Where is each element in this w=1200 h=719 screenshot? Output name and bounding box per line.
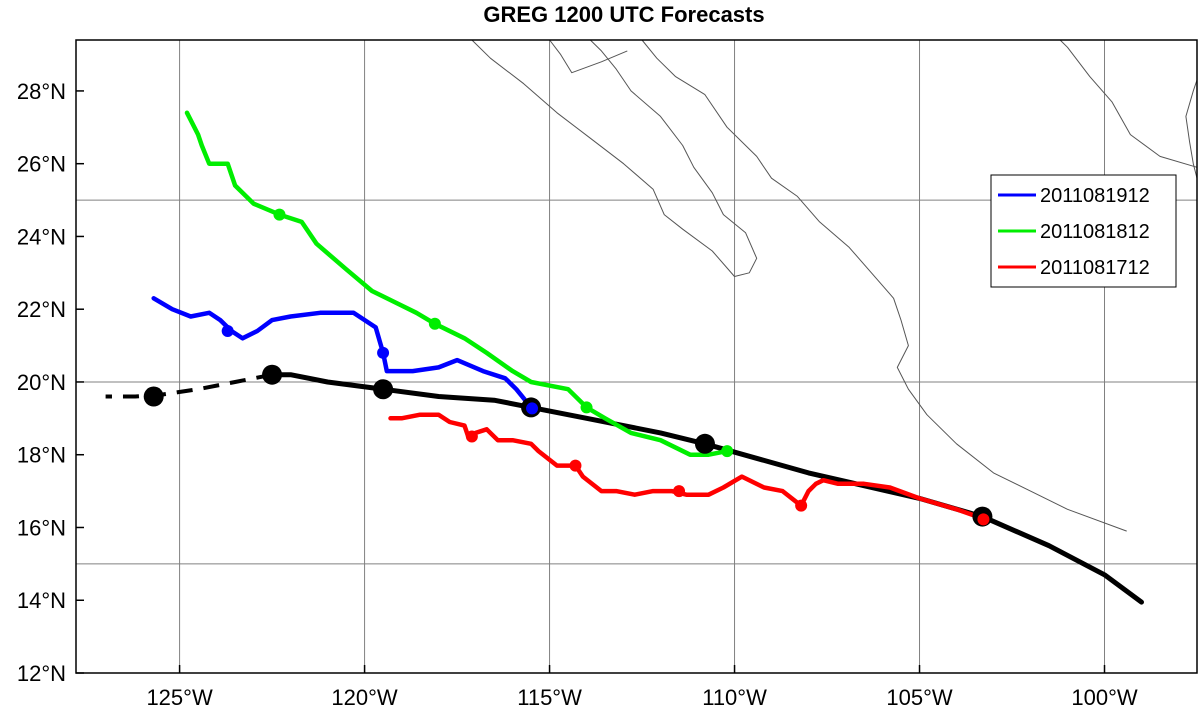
coastline [1059, 39, 1198, 168]
best-track-forecast-dashed [105, 372, 273, 399]
map-title: GREG 1200 UTC Forecasts [483, 2, 764, 27]
coastline-layer [471, 39, 1198, 532]
best-track-line [269, 372, 1144, 605]
coastline [471, 39, 758, 277]
y-tick-label: 20°N [17, 370, 66, 395]
forecast-start-point-2011081912 [526, 402, 539, 415]
track-layer [105, 110, 1144, 605]
x-tick-label: 100°W [1071, 685, 1138, 710]
forecast-point-2011081812 [721, 445, 734, 458]
y-tick-label: 16°N [17, 515, 66, 540]
legend-label: 2011081712 [1040, 257, 1150, 279]
best-track-point [143, 386, 164, 407]
plot-background [76, 40, 1197, 673]
y-tick-label: 22°N [17, 297, 66, 322]
x-tick-label: 115°W [517, 685, 582, 710]
y-tick-label: 12°N [17, 661, 66, 686]
forecast-point-2011081912 [377, 346, 390, 359]
coastline [549, 39, 628, 74]
best-track-point [373, 379, 394, 400]
y-tick-label: 18°N [17, 443, 66, 468]
forecast-point-2011081812 [580, 401, 593, 414]
plot-area [75, 39, 1198, 674]
forecast-point-2011081812 [273, 208, 286, 221]
y-tick-label: 26°N [17, 152, 66, 177]
x-tick-label: 125°W [146, 685, 213, 710]
forecast-point-2011081812 [428, 317, 441, 330]
y-tick-label: 14°N [17, 588, 66, 613]
forecast-point-2011081912 [221, 325, 234, 338]
forecast-point-2011081712 [795, 499, 808, 512]
x-tick-label: 120°W [331, 685, 398, 710]
forecast-start-point-2011081712 [977, 513, 990, 526]
x-tick-label: 110°W [702, 685, 767, 710]
y-tick-label: 24°N [17, 224, 66, 249]
y-axis-ticks: 12°N 14°N 16°N 18°N 20°N 22°N 24°N 26°N 28°N [17, 79, 84, 686]
legend-items: 2011081912 2011081812 2011081712 [998, 185, 1150, 279]
best-track-point [694, 433, 715, 454]
forecast-point-2011081712 [465, 430, 478, 443]
forecast-track-2011081912 [151, 296, 534, 410]
legend-label: 2011081812 [1040, 221, 1150, 243]
forecast-track-2011081812 [184, 110, 730, 457]
legend: 2011081912 2011081812 2011081712 [990, 174, 1177, 288]
y-tick-label: 28°N [17, 79, 66, 104]
x-tick-label: 105°W [886, 685, 953, 710]
forecast-point-2011081712 [569, 459, 582, 472]
forecast-point-2011081712 [673, 485, 686, 498]
coastline [641, 39, 1127, 532]
legend-label: 2011081912 [1040, 185, 1150, 207]
best-track-point [262, 364, 283, 385]
x-axis-ticks: 125°W 120°W 115°W 110°W 105°W 100°W [146, 665, 1138, 710]
plot-frame [75, 39, 1198, 674]
